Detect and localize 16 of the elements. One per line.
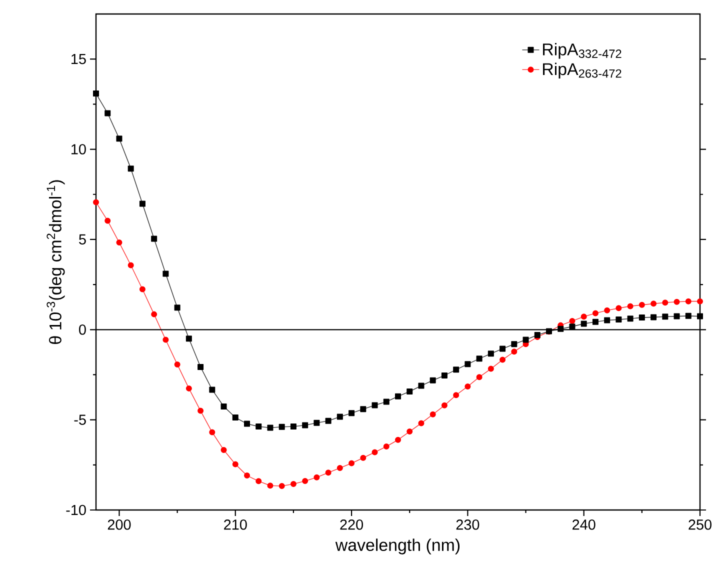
y-tick-label: -10 [66,504,86,516]
legend-label: RipA$_{263-472}$ [543,62,622,79]
x-axis-title: wavelength (nm) [335,538,460,554]
x-tick-label: 230 [456,520,480,530]
x-tick-label: 250 [688,520,712,530]
y-tick-label: -5 [74,414,86,425]
y-tick-label: 10 [72,144,86,154]
legend-label: RipA$_{332-472}$ [543,42,622,59]
x-tick-label: 240 [572,520,596,530]
y-tick-label: 15 [72,54,86,64]
x-tick-label: 220 [340,520,364,530]
y-axis-title: θ 10$^{-3}$(deg cm$^{2}$dmol$^{-1}$) [46,180,65,344]
x-tick-label: 200 [108,520,131,530]
y-tick-label: 5 [79,234,86,244]
x-tick-label: 210 [224,520,247,530]
y-tick-label: 0 [79,324,86,335]
